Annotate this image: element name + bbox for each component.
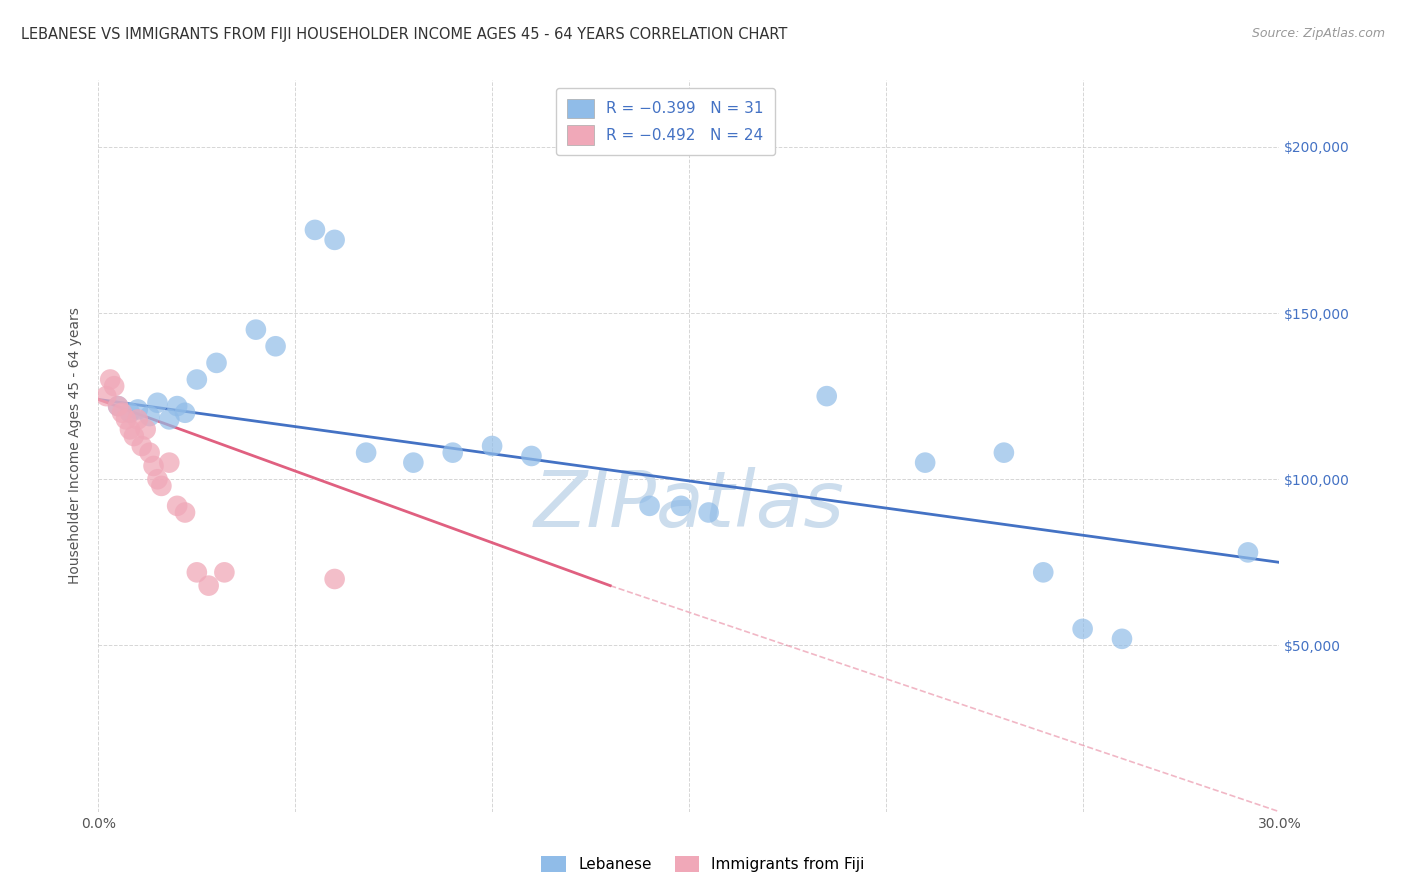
Point — [993, 445, 1015, 459]
Point — [135, 422, 157, 436]
Y-axis label: Householder Income Ages 45 - 64 years: Householder Income Ages 45 - 64 years — [69, 308, 83, 584]
Point — [138, 445, 160, 459]
Point — [323, 572, 346, 586]
Point — [264, 339, 287, 353]
Point — [197, 579, 219, 593]
Point — [441, 445, 464, 459]
Point — [98, 372, 121, 386]
Point — [1071, 622, 1094, 636]
Point — [131, 439, 153, 453]
Point — [174, 506, 197, 520]
Point — [354, 445, 377, 459]
Point — [914, 456, 936, 470]
Point — [127, 402, 149, 417]
Point — [815, 389, 838, 403]
Point — [174, 406, 197, 420]
Point — [214, 566, 236, 580]
Point — [146, 396, 169, 410]
Point — [122, 429, 145, 443]
Text: ZIPatlas: ZIPatlas — [533, 467, 845, 542]
Legend: Lebanese, Immigrants from Fiji: Lebanese, Immigrants from Fiji — [534, 848, 872, 880]
Point — [323, 233, 346, 247]
Point — [1111, 632, 1133, 646]
Point — [402, 456, 425, 470]
Point — [1032, 566, 1054, 580]
Point — [107, 399, 129, 413]
Point — [146, 472, 169, 486]
Point — [669, 499, 692, 513]
Point — [118, 406, 141, 420]
Point — [205, 356, 228, 370]
Point — [166, 399, 188, 413]
Point — [142, 458, 165, 473]
Point — [138, 409, 160, 423]
Point — [150, 479, 173, 493]
Point — [111, 406, 134, 420]
Point — [107, 399, 129, 413]
Point — [166, 499, 188, 513]
Point — [304, 223, 326, 237]
Point — [186, 566, 208, 580]
Point — [186, 372, 208, 386]
Point — [96, 389, 118, 403]
Point — [115, 412, 138, 426]
Point — [127, 412, 149, 426]
Point — [157, 412, 180, 426]
Point — [697, 506, 720, 520]
Point — [520, 449, 543, 463]
Point — [1237, 545, 1260, 559]
Point — [638, 499, 661, 513]
Point — [103, 379, 125, 393]
Point — [118, 422, 141, 436]
Legend: R = −0.399   N = 31, R = −0.492   N = 24: R = −0.399 N = 31, R = −0.492 N = 24 — [555, 88, 775, 155]
Text: LEBANESE VS IMMIGRANTS FROM FIJI HOUSEHOLDER INCOME AGES 45 - 64 YEARS CORRELATI: LEBANESE VS IMMIGRANTS FROM FIJI HOUSEHO… — [21, 27, 787, 42]
Point — [245, 323, 267, 337]
Point — [481, 439, 503, 453]
Text: Source: ZipAtlas.com: Source: ZipAtlas.com — [1251, 27, 1385, 40]
Point — [157, 456, 180, 470]
